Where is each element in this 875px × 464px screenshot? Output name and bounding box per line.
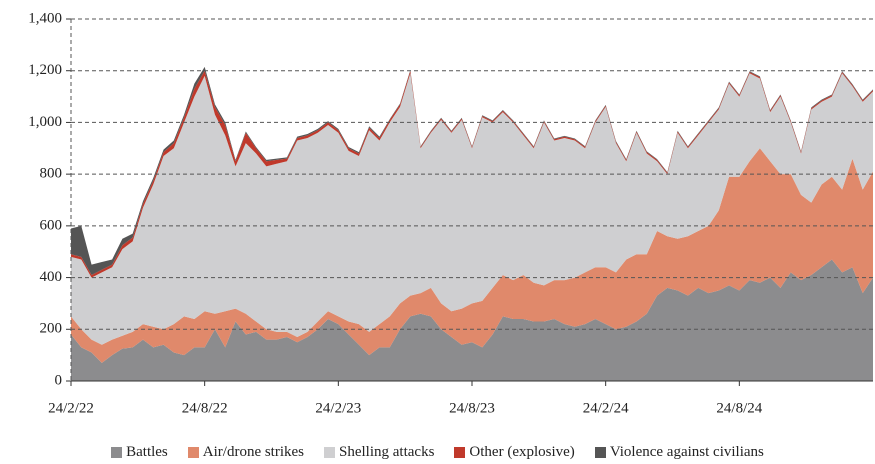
chart: 0 200 400 600 800 1,000 1,200 1,400 24/2/22 24/8/… [28, 10, 873, 416]
legend-item: Battles [111, 444, 168, 461]
y-tick-label: 600 [40, 217, 63, 233]
x-tick-label: 24/2/23 [315, 400, 361, 416]
legend-item: Violence against civilians [594, 444, 764, 461]
x-tick-label: 24/8/24 [716, 400, 762, 416]
area [71, 73, 873, 345]
y-tick-label: 200 [40, 321, 63, 337]
legend-swatch [454, 447, 466, 458]
y-tick-label: 1,200 [28, 62, 62, 78]
legend-item: Shelling attacks [324, 444, 434, 461]
x-tick-label: 24/2/22 [48, 400, 94, 416]
legend-item: Air/drone strikes [187, 444, 305, 461]
legend-swatch [324, 447, 336, 458]
legend-swatch [187, 447, 199, 458]
area [71, 148, 873, 363]
x-tick-label: 24/8/22 [182, 400, 228, 416]
legend-label: Violence against civilians [609, 444, 764, 460]
legend-label: Other (explosive) [469, 444, 575, 460]
legend: Battles Air/drone strikes Shelling attacks… [0, 444, 875, 461]
legend-label: Battles [126, 444, 168, 460]
y-tick-label: 1,000 [28, 114, 62, 130]
legend-label: Shelling attacks [339, 444, 435, 460]
y-tick-label: 800 [40, 166, 63, 182]
legend-item: Other (explosive) [454, 444, 575, 461]
area [71, 259, 873, 381]
x-tick-label: 24/2/24 [583, 400, 629, 416]
y-tick-label: 400 [40, 269, 63, 285]
x-tick-label: 24/8/23 [449, 400, 495, 416]
legend-swatch [594, 447, 606, 458]
legend-label: Air/drone strikes [202, 444, 305, 460]
y-tick-label: 1,400 [28, 10, 62, 26]
y-tick-label: 0 [55, 372, 63, 388]
legend-swatch [111, 447, 123, 458]
